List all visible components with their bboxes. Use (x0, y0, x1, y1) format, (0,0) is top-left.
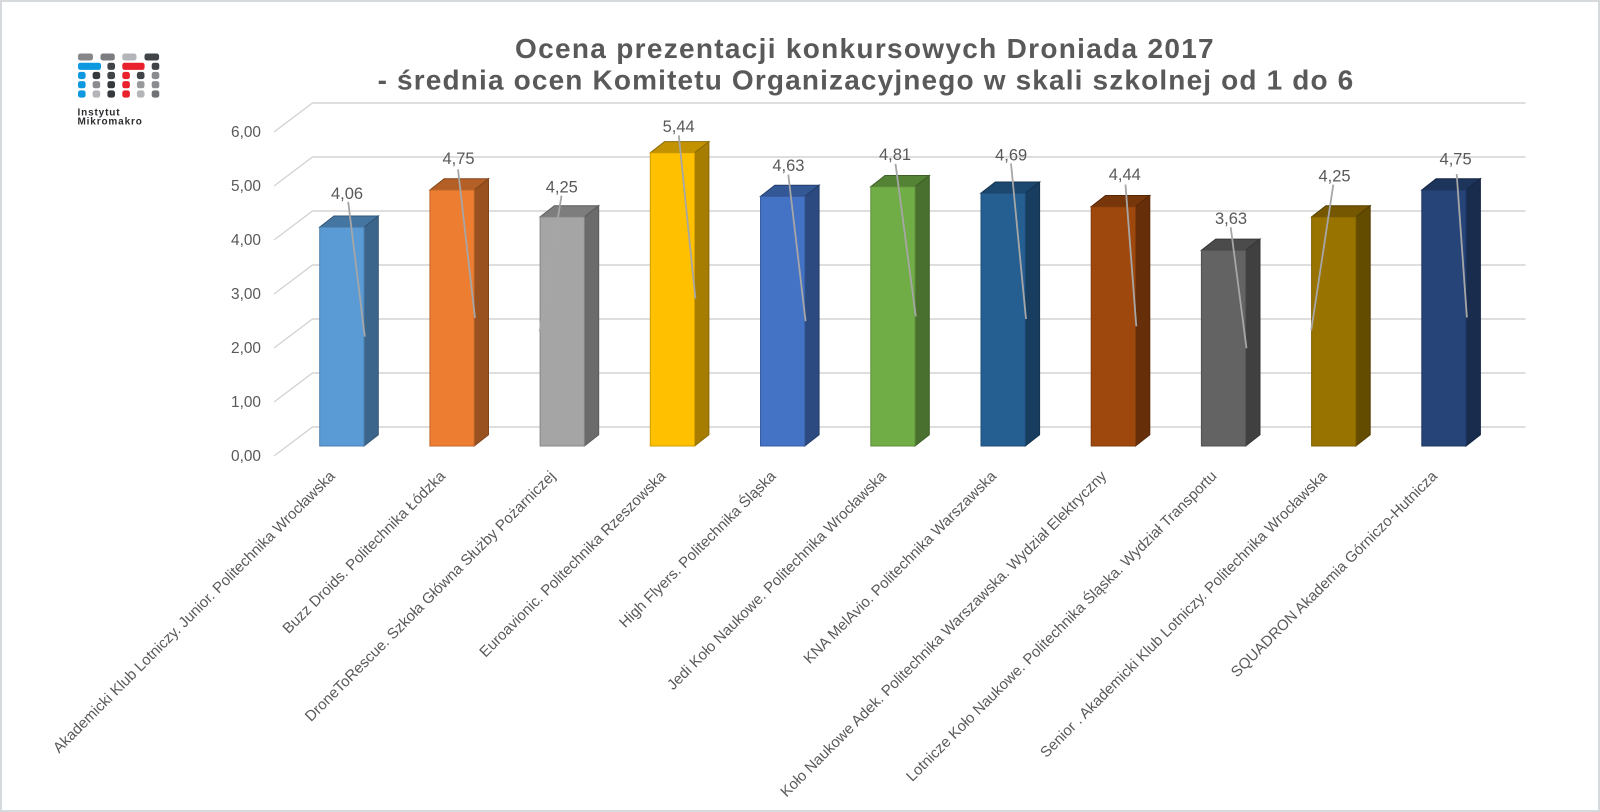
svg-text:Mikromakro: Mikromakro (78, 116, 143, 127)
svg-text:5,00: 5,00 (231, 178, 261, 195)
svg-text:4,69: 4,69 (995, 147, 1027, 165)
svg-text:4,75: 4,75 (442, 150, 474, 168)
svg-text:Instytut: Instytut (78, 108, 121, 119)
svg-text:3,63: 3,63 (1215, 210, 1247, 228)
svg-text:- średnia ocen Komitetu Organi: - średnia ocen Komitetu Organizacyjnego … (378, 65, 1355, 96)
svg-text:6,00: 6,00 (231, 124, 261, 141)
svg-text:0,00: 0,00 (231, 448, 261, 465)
svg-text:4,25: 4,25 (1318, 168, 1350, 186)
svg-text:4,81: 4,81 (879, 146, 911, 164)
svg-text:4,63: 4,63 (772, 157, 804, 175)
svg-text:4,06: 4,06 (331, 185, 363, 203)
svg-text:4,25: 4,25 (546, 178, 578, 196)
svg-text:5,44: 5,44 (663, 118, 695, 136)
svg-text:4,00: 4,00 (231, 232, 261, 249)
svg-text:1,00: 1,00 (231, 394, 261, 411)
svg-text:Ocena prezentacji konkursowych: Ocena prezentacji konkursowych Droniada … (515, 33, 1215, 64)
svg-text:4,44: 4,44 (1109, 166, 1141, 184)
svg-text:2,00: 2,00 (231, 340, 261, 357)
svg-text:3,00: 3,00 (231, 286, 261, 303)
svg-text:4,75: 4,75 (1440, 150, 1472, 168)
